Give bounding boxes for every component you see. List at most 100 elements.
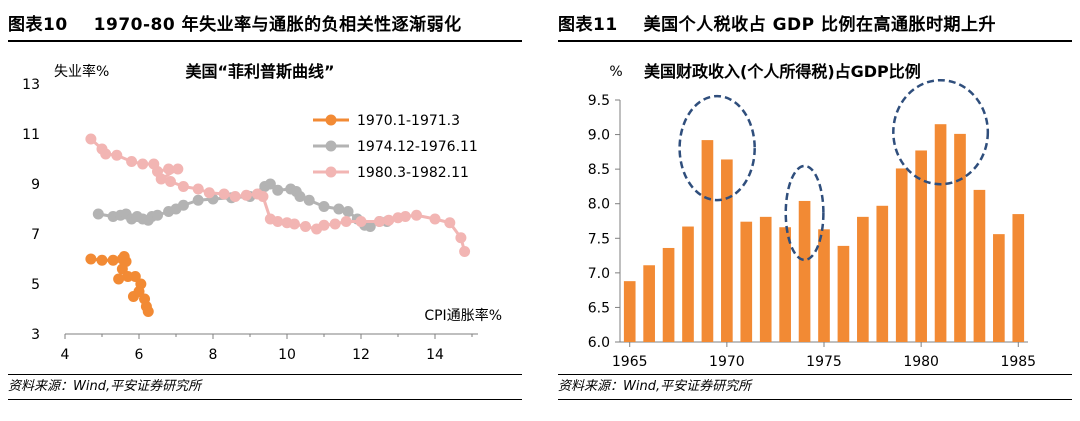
data-point [383,214,395,226]
data-point [129,271,141,282]
data-point [192,183,204,195]
data-point [272,184,284,196]
data-point [177,199,189,211]
y-tick-label: 6.5 [588,300,610,316]
right-panel-title-text: 美国个人税收占 GDP 比例在高通胀时期上升 [643,15,997,35]
x-tick-label: 14 [426,347,444,363]
chart-title: 美国财政收入(个人所得税)占GDP比例 [644,62,921,81]
data-point [163,163,175,175]
x-tick-label: 1970 [709,354,745,370]
y-tick-label: 3 [31,327,40,343]
data-point [203,187,215,199]
highlight-ellipse-1974 [784,164,825,262]
bar [662,247,675,342]
right-panel-title: 图表11 美国个人税收占 GDP 比例在高通胀时期上升 [558,10,1072,42]
y-tick-label: 7.0 [588,266,610,282]
data-point [318,201,330,212]
data-point [329,218,341,230]
legend-label: 1974.12-1976.11 [357,139,478,155]
data-point [137,158,149,170]
data-point [126,156,138,167]
left-panel-title-text: 1970-80 年失业率与通胀的负相关性逐渐弱化 [93,15,462,35]
bar [954,133,966,342]
data-point [272,216,284,227]
data-point [429,213,441,225]
data-point [96,254,108,266]
data-point [288,218,300,230]
data-point [340,216,352,227]
data-point [92,208,104,220]
y-axis-label: 失业率% [54,63,109,80]
highlight-ellipse-1969-1970 [678,94,756,202]
x-axis-label: CPI通胀率% [424,307,502,324]
left-panel: 图表10 1970-80 年失业率与通胀的负相关性逐渐弱化 3 5 7 9 11 13 4 6 8… [8,10,522,408]
y-tick-label: 9.5 [588,93,610,109]
data-point [229,191,241,202]
y-tick-label: 13 [22,77,40,93]
right-panel-source: 资料来源：Wind,平安证券研究所 [558,374,1072,400]
data-point [107,254,119,266]
bar [915,150,927,342]
x-tick-label: 1965 [612,354,648,370]
x-tick-label: 6 [135,347,144,363]
left-panel-source: 资料来源：Wind,平安证券研究所 [8,374,522,400]
left-panel-fig-number: 图表10 [8,15,68,35]
bar [818,229,830,342]
bar [876,205,889,342]
right-panel-fig-number: 图表11 [558,15,618,35]
bar [895,168,908,342]
tax-chart-svg: 6.0 6.5 7.0 7.5 8.0 8.5 9.0 9.5 1965 1970 1975 1980… [588,62,1036,370]
data-point [459,246,471,257]
data-point [111,149,123,161]
bar [779,227,791,342]
data-point [133,286,145,297]
x-tick-label: 1975 [806,354,842,370]
bar [837,245,850,342]
legend-marker [325,140,337,152]
data-point [399,211,411,222]
bar [682,226,694,342]
bar [623,281,636,342]
tax-chart: 6.0 6.5 7.0 7.5 8.0 8.5 9.0 9.5 1965 1970 1975 1980… [558,44,1072,374]
data-point [294,191,306,202]
y-tick-label: 9.0 [588,128,610,144]
legend-marker [325,114,337,126]
bar [643,265,655,342]
legend-marker [325,166,337,178]
y-axis-label: % [609,64,622,80]
x-tick-label: 4 [61,347,70,363]
bar [934,124,947,342]
legend-label: 1980.3-1982.11 [357,165,469,181]
chart-title: 美国“菲利普斯曲线” [185,62,334,81]
data-point [177,181,189,192]
legend-label: 1970.1-1971.3 [357,113,460,129]
data-point [142,306,154,317]
phillips-chart-svg: 3 5 7 9 11 13 4 6 8 10 12 14 失业率% 美国“菲利普斯曲线” CPI通胀率% 19… [22,62,502,363]
bar [701,140,714,342]
x-tick-label: 1985 [1000,354,1036,370]
y-tick-label: 8.5 [588,162,610,178]
data-point [218,188,230,200]
y-tick-label: 5 [31,277,40,293]
bar [1012,214,1025,342]
data-point [264,178,276,190]
data-point [411,209,422,221]
data-point [172,163,184,175]
data-point [300,221,311,232]
y-tick-label: 9 [31,177,40,193]
left-panel-title: 图表10 1970-80 年失业率与通胀的负相关性逐渐弱化 [8,10,522,42]
bar [721,159,733,342]
x-tick-label: 10 [278,347,296,363]
data-point [85,133,97,145]
bar [857,216,869,342]
data-point [364,221,376,232]
data-point [100,148,112,160]
data-point [303,194,315,206]
y-tick-label: 11 [22,127,40,143]
x-tick-label: 12 [352,347,370,363]
y-tick-label: 7.5 [588,231,610,247]
data-point [192,194,204,206]
bar [973,189,986,342]
data-point [333,203,345,215]
y-tick-label: 6.0 [588,335,610,351]
